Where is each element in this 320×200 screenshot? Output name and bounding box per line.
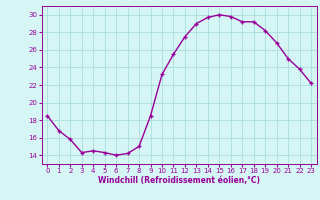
X-axis label: Windchill (Refroidissement éolien,°C): Windchill (Refroidissement éolien,°C) bbox=[98, 176, 260, 185]
